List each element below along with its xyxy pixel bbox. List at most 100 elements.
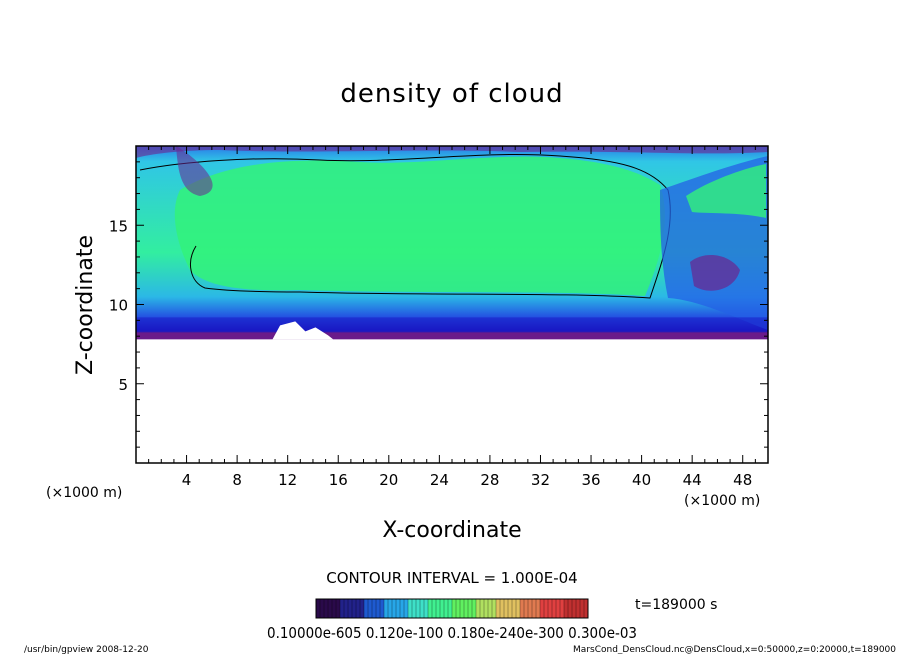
lower-band — [136, 317, 768, 332]
y-tick-label: 15 — [109, 217, 128, 235]
colorbar-cell — [404, 599, 409, 618]
x-axis-label: X-coordinate — [382, 518, 521, 543]
colorbar-cell — [452, 599, 457, 618]
colorbar-cell — [352, 599, 357, 618]
colorbar-cell — [468, 599, 473, 618]
colorbar-cell — [384, 599, 389, 618]
colorbar-cell — [564, 599, 569, 618]
colorbar-cell — [520, 599, 525, 618]
x-tick-label: 44 — [683, 471, 702, 489]
colorbar-cell — [504, 599, 509, 618]
colorbar-cell — [548, 599, 553, 618]
colorbar-cell — [388, 599, 393, 618]
chart-title: density of cloud — [340, 79, 563, 109]
colorbar-cell — [432, 599, 437, 618]
top-fringe — [136, 146, 768, 158]
colorbar-cell — [324, 599, 329, 618]
x-tick-label: 28 — [480, 471, 499, 489]
time-label: t=189000 s — [635, 597, 717, 613]
colorbar-cell — [400, 599, 405, 618]
heatmap-field — [136, 146, 768, 463]
x-unit-left: (×1000 m) — [46, 485, 122, 501]
colorbar-cell — [484, 599, 489, 618]
footer-left: /usr/bin/gpview 2008-12-20 — [24, 645, 149, 654]
x-tick-label: 32 — [531, 471, 550, 489]
x-axis: 4 8 12 16 20 24 28 32 36 40 44 48 — [148, 146, 756, 489]
colorbar-cell — [492, 599, 497, 618]
colorbar-cell — [524, 599, 529, 618]
colorbar-cell — [440, 599, 445, 618]
clear-air — [136, 339, 768, 463]
colorbar-cell — [360, 599, 365, 618]
colorbar-cell — [500, 599, 505, 618]
colorbar-cell — [364, 599, 369, 618]
x-tick-label: 36 — [581, 471, 600, 489]
colorbar-cell — [340, 599, 345, 618]
colorbar-cell — [456, 599, 461, 618]
colorbar-cell — [344, 599, 349, 618]
colorbar-cell — [480, 599, 485, 618]
colorbar-cell — [568, 599, 573, 618]
colorbar — [315, 599, 589, 618]
footer-right: MarsCond_DensCloud.nc@DensCloud,x=0:5000… — [573, 645, 896, 654]
colorbar-cell — [332, 599, 337, 618]
colorbar-cell — [512, 599, 517, 618]
colorbar-cell — [316, 599, 321, 618]
colorbar-cell — [532, 599, 537, 618]
colorbar-cell — [488, 599, 493, 618]
colorbar-cell — [552, 599, 557, 618]
colorbar-cell — [528, 599, 533, 618]
contour-interval-note: CONTOUR INTERVAL = 1.000E-04 — [326, 569, 577, 587]
colorbar-cell — [580, 599, 585, 618]
x-tick-label: 40 — [632, 471, 651, 489]
colorbar-cell — [460, 599, 465, 618]
x-tick-label: 4 — [182, 471, 192, 489]
colorbar-cell — [508, 599, 513, 618]
colorbar-cell — [356, 599, 361, 618]
right-green-patch — [686, 164, 766, 218]
y-axis: 5 10 15 — [109, 161, 768, 448]
colorbar-frame — [315, 598, 589, 619]
colorbar-cell — [556, 599, 561, 618]
x-tick-label: 20 — [379, 471, 398, 489]
colorbar-cell — [464, 599, 469, 618]
y-axis-label: Z-coordinate — [73, 235, 98, 375]
colorbar-cell — [392, 599, 397, 618]
colorbar-cell — [408, 599, 413, 618]
colorbar-labels: 0.10000e-605 0.120e-100 0.180e-240e-300 … — [267, 624, 637, 642]
x-tick-label: 48 — [733, 471, 752, 489]
y-tick-label: 5 — [118, 376, 128, 394]
colorbar-cell — [380, 599, 385, 618]
colorbar-cell — [536, 599, 541, 618]
colorbar-cell — [516, 599, 521, 618]
colorbar-cell — [368, 599, 373, 618]
clear-notch — [272, 321, 334, 340]
colorbar-cell — [420, 599, 425, 618]
x-unit-right: (×1000 m) — [684, 493, 760, 509]
cloud-base-edge — [136, 332, 768, 340]
colorbar-cell — [584, 599, 589, 618]
right-eddy — [690, 255, 740, 291]
colorbar-cell — [348, 599, 353, 618]
colorbar-cell — [448, 599, 453, 618]
colorbar-cell — [396, 599, 401, 618]
colorbar-cell — [412, 599, 417, 618]
y-tick-label: 10 — [109, 297, 128, 315]
x-tick-label: 8 — [232, 471, 242, 489]
colorbar-cell — [572, 599, 577, 618]
colorbar-cell — [428, 599, 433, 618]
x-tick-label: 12 — [278, 471, 297, 489]
colorbar-cell — [540, 599, 545, 618]
colorbar-cell — [336, 599, 341, 618]
colorbar-cell — [376, 599, 381, 618]
colorbar-cell — [372, 599, 377, 618]
colorbar-cell — [560, 599, 565, 618]
colorbar-cell — [576, 599, 581, 618]
x-tick-label: 24 — [430, 471, 449, 489]
x-tick-label: 16 — [329, 471, 348, 489]
colorbar-cell — [472, 599, 477, 618]
top-left-eddy — [176, 146, 213, 196]
colorbar-cell — [436, 599, 441, 618]
colorbar-cell — [320, 599, 325, 618]
